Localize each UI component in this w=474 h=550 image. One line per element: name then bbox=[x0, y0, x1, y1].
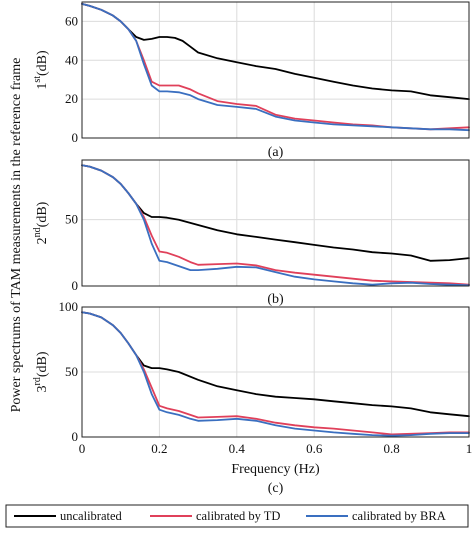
legend: uncalibrated calibrated by TD calibrated b… bbox=[5, 504, 469, 528]
y-axis-label-unit: (dB) bbox=[35, 351, 50, 377]
y-tick-label: 50 bbox=[65, 364, 78, 379]
plot-frame bbox=[81, 306, 470, 438]
plot-area bbox=[82, 2, 469, 138]
plot-area bbox=[82, 160, 469, 286]
y-tick-label: 100 bbox=[59, 299, 79, 314]
y-axis-label-ordinal: 1 bbox=[35, 83, 50, 90]
series-line-3 bbox=[81, 3, 470, 132]
y-axis-label: 1st(dB) bbox=[32, 50, 50, 90]
y-tick-label: 0 bbox=[72, 130, 79, 145]
shared-y-axis-label: Power spectrums of TAM measurements in t… bbox=[9, 58, 24, 413]
legend-label-2: calibrated by TD bbox=[196, 509, 280, 523]
panel-3: 0 50 100 3rd(dB) 0 0.2 0.4 0.6 0.8 1 Frequency (Hz… bbox=[32, 299, 472, 496]
y-tick-label: 0 bbox=[72, 278, 79, 293]
legend-label-1: uncalibrated bbox=[60, 509, 123, 523]
panel-2: 0 50 2nd(dB) (b) bbox=[32, 159, 470, 307]
x-tick-label: 1 bbox=[466, 441, 473, 456]
y-tick-label: 50 bbox=[65, 212, 78, 227]
x-tick-label: 0 bbox=[79, 441, 86, 456]
y-tick-label: 0 bbox=[72, 429, 79, 444]
x-axis-label: Frequency (Hz) bbox=[231, 462, 320, 477]
y-axis-label: 2nd(dB) bbox=[32, 201, 50, 244]
panel-1: 0 20 40 60 1st(dB) (a) bbox=[32, 1, 470, 160]
x-tick-label: 0.8 bbox=[383, 441, 399, 456]
plot-frame bbox=[81, 159, 470, 287]
panel-label: (a) bbox=[268, 145, 284, 160]
panel-label: (b) bbox=[267, 292, 284, 307]
y-axis-label-unit: (dB) bbox=[35, 201, 50, 227]
x-tick-label: 0.4 bbox=[229, 441, 246, 456]
plot-frame bbox=[81, 1, 470, 139]
y-axis-label-superscript: st bbox=[32, 76, 43, 83]
y-tick-label: 60 bbox=[65, 13, 78, 28]
panel-label: (c) bbox=[268, 481, 284, 496]
y-axis-label-superscript: rd bbox=[32, 377, 43, 385]
y-tick-label: 40 bbox=[65, 52, 78, 67]
legend-box bbox=[5, 504, 469, 528]
y-axis-label-ordinal: 3 bbox=[35, 386, 50, 393]
y-axis-label-unit: (dB) bbox=[35, 50, 50, 76]
y-axis-label: 3rd(dB) bbox=[32, 351, 50, 392]
y-tick-label: 20 bbox=[65, 91, 78, 106]
y-axis-label-ordinal: 2 bbox=[35, 237, 50, 244]
series-line-3 bbox=[81, 164, 470, 287]
series-line-3 bbox=[81, 311, 470, 437]
x-tick-label: 0.2 bbox=[151, 441, 167, 456]
y-axis-label-superscript: nd bbox=[32, 227, 43, 237]
legend-label-3: calibrated by BRA bbox=[352, 509, 446, 523]
x-tick-label: 0.6 bbox=[306, 441, 323, 456]
